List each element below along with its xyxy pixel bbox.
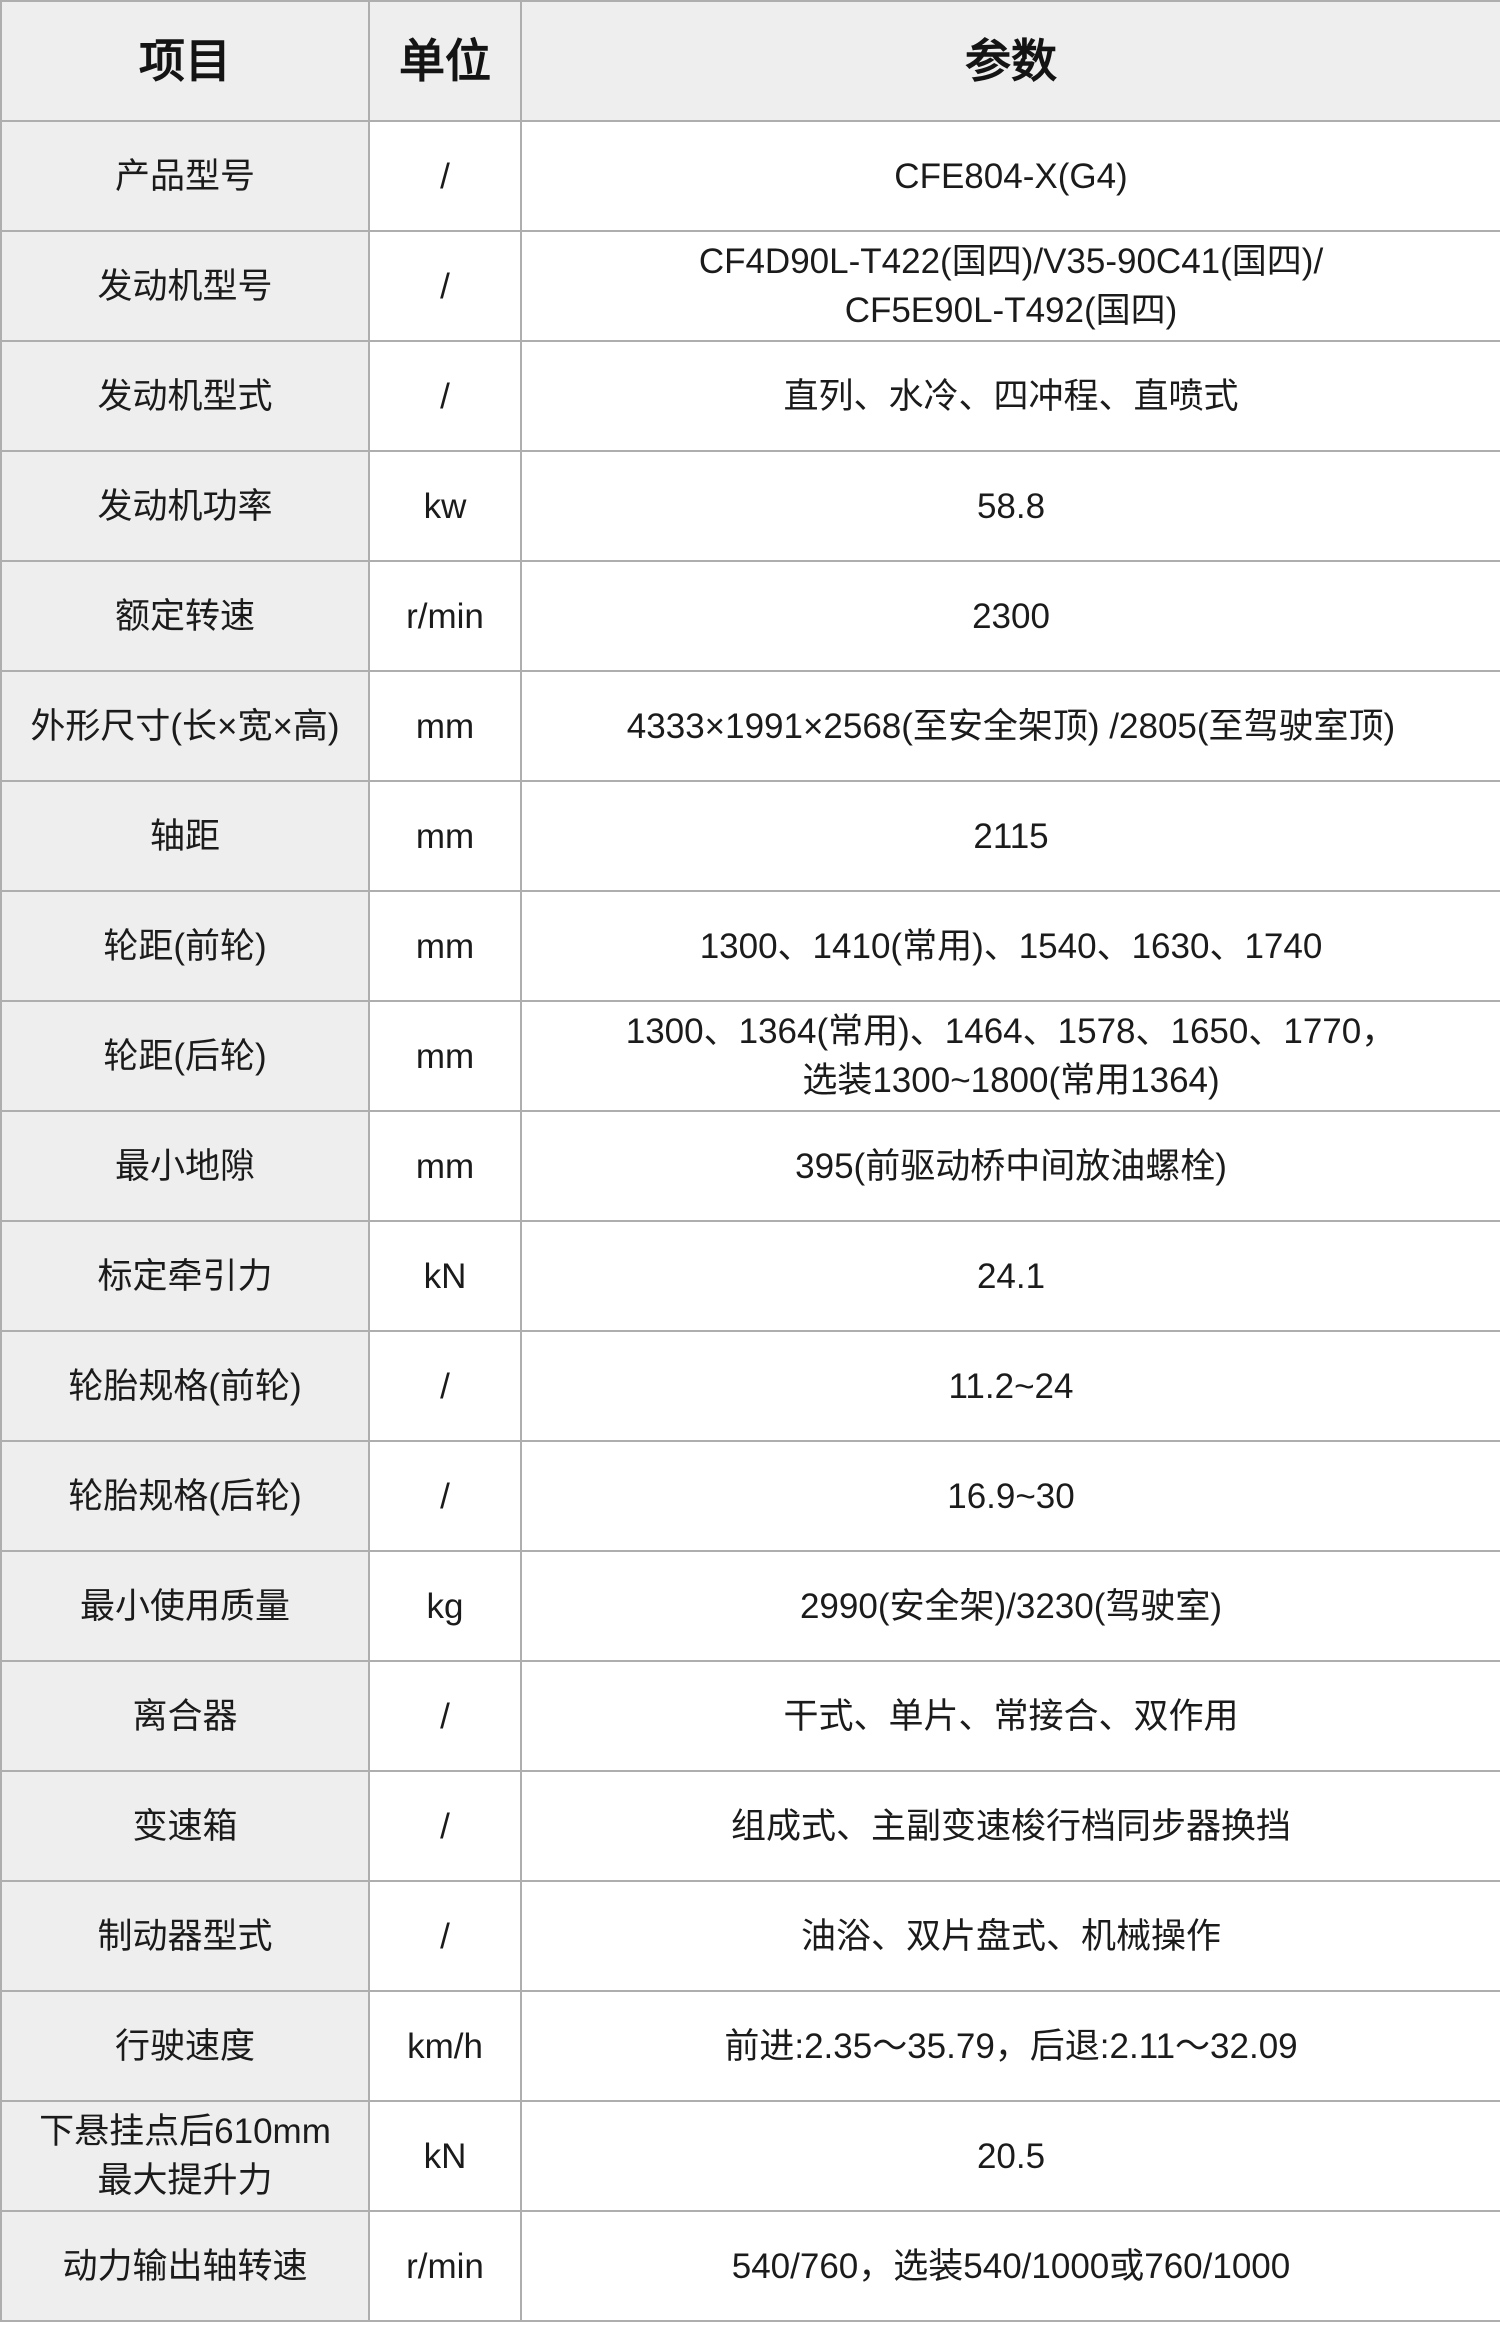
item-cell: 发动机功率 bbox=[0, 450, 370, 562]
unit-cell: mm bbox=[368, 890, 522, 1002]
item-cell: 轮胎规格(前轮) bbox=[0, 1330, 370, 1442]
item-cell: 外形尺寸(长×宽×高) bbox=[0, 670, 370, 782]
unit-cell: kN bbox=[368, 1220, 522, 1332]
param-cell: 11.2~24 bbox=[520, 1330, 1500, 1442]
param-cell: 2990(安全架)/3230(驾驶室) bbox=[520, 1550, 1500, 1662]
table-row-rear-track: 轮距(后轮) mm 1300、1364(常用)、1464、1578、1650、1… bbox=[0, 1000, 1500, 1112]
unit-cell: mm bbox=[368, 1110, 522, 1222]
param-cell: 20.5 bbox=[520, 2100, 1500, 2212]
param-cell: CF4D90L-T422(国四)/V35-90C41(国四)/ CF5E90L-… bbox=[520, 230, 1500, 342]
item-cell: 发动机型号 bbox=[0, 230, 370, 342]
unit-cell: / bbox=[368, 340, 522, 452]
column-header-param: 参数 bbox=[520, 0, 1500, 122]
header-row: 项目 单位 参数 bbox=[0, 0, 1500, 122]
param-cell: 540/760，选装540/1000或760/1000 bbox=[520, 2210, 1500, 2322]
unit-cell: kg bbox=[368, 1550, 522, 1662]
unit-cell: mm bbox=[368, 1000, 522, 1112]
item-cell: 最小使用质量 bbox=[0, 1550, 370, 1662]
table-row-max-lift-force: 下悬挂点后610mm 最大提升力 kN 20.5 bbox=[0, 2100, 1500, 2212]
param-cell: 前进:2.35～35.79，后退:2.11～32.09 bbox=[520, 1990, 1500, 2102]
unit-cell: / bbox=[368, 120, 522, 232]
unit-cell: / bbox=[368, 1440, 522, 1552]
table-row-engine-power: 发动机功率 kw 58.8 bbox=[0, 450, 1500, 562]
unit-cell: / bbox=[368, 1660, 522, 1772]
table-row-clutch: 离合器 / 干式、单片、常接合、双作用 bbox=[0, 1660, 1500, 1772]
table-row-ground-clearance: 最小地隙 mm 395(前驱动桥中间放油螺栓) bbox=[0, 1110, 1500, 1222]
item-cell: 轴距 bbox=[0, 780, 370, 892]
table-row-rear-tire: 轮胎规格(后轮) / 16.9~30 bbox=[0, 1440, 1500, 1552]
unit-cell: kw bbox=[368, 450, 522, 562]
table-row-brake-type: 制动器型式 / 油浴、双片盘式、机械操作 bbox=[0, 1880, 1500, 1992]
item-cell: 轮距(后轮) bbox=[0, 1000, 370, 1112]
param-cell: 组成式、主副变速梭行档同步器换挡 bbox=[520, 1770, 1500, 1882]
table-body: 产品型号 / CFE804-X(G4) 发动机型号 / CF4D90L-T422… bbox=[0, 120, 1500, 2322]
table-row-min-weight: 最小使用质量 kg 2990(安全架)/3230(驾驶室) bbox=[0, 1550, 1500, 1662]
table-row-gearbox: 变速箱 / 组成式、主副变速梭行档同步器换挡 bbox=[0, 1770, 1500, 1882]
table-row-product-model: 产品型号 / CFE804-X(G4) bbox=[0, 120, 1500, 232]
param-cell: 395(前驱动桥中间放油螺栓) bbox=[520, 1110, 1500, 1222]
item-cell: 发动机型式 bbox=[0, 340, 370, 452]
unit-cell: / bbox=[368, 230, 522, 342]
table-row-front-track: 轮距(前轮) mm 1300、1410(常用)、1540、1630、1740 bbox=[0, 890, 1500, 1002]
param-cell: 干式、单片、常接合、双作用 bbox=[520, 1660, 1500, 1772]
item-cell: 最小地隙 bbox=[0, 1110, 370, 1222]
table-row-rated-traction: 标定牵引力 kN 24.1 bbox=[0, 1220, 1500, 1332]
table-row-front-tire: 轮胎规格(前轮) / 11.2~24 bbox=[0, 1330, 1500, 1442]
param-cell: 4333×1991×2568(至安全架顶) /2805(至驾驶室顶) bbox=[520, 670, 1500, 782]
item-cell: 标定牵引力 bbox=[0, 1220, 370, 1332]
unit-cell: / bbox=[368, 1770, 522, 1882]
unit-cell: mm bbox=[368, 780, 522, 892]
param-cell: 24.1 bbox=[520, 1220, 1500, 1332]
param-cell: 1300、1364(常用)、1464、1578、1650、1770， 选装130… bbox=[520, 1000, 1500, 1112]
unit-cell: km/h bbox=[368, 1990, 522, 2102]
table-row-pto-speed: 动力输出轴转速 r/min 540/760，选装540/1000或760/100… bbox=[0, 2210, 1500, 2322]
item-cell: 变速箱 bbox=[0, 1770, 370, 1882]
table-row-engine-model: 发动机型号 / CF4D90L-T422(国四)/V35-90C41(国四)/ … bbox=[0, 230, 1500, 342]
unit-cell: r/min bbox=[368, 2210, 522, 2322]
table-row-wheelbase: 轴距 mm 2115 bbox=[0, 780, 1500, 892]
unit-cell: / bbox=[368, 1330, 522, 1442]
column-header-unit: 单位 bbox=[368, 0, 522, 122]
unit-cell: mm bbox=[368, 670, 522, 782]
param-cell: 58.8 bbox=[520, 450, 1500, 562]
table-row-rated-speed: 额定转速 r/min 2300 bbox=[0, 560, 1500, 672]
param-cell: 2300 bbox=[520, 560, 1500, 672]
table-row-engine-type: 发动机型式 / 直列、水冷、四冲程、直喷式 bbox=[0, 340, 1500, 452]
unit-cell: kN bbox=[368, 2100, 522, 2212]
item-cell: 产品型号 bbox=[0, 120, 370, 232]
param-cell: 1300、1410(常用)、1540、1630、1740 bbox=[520, 890, 1500, 1002]
unit-cell: r/min bbox=[368, 560, 522, 672]
table-header: 项目 单位 参数 bbox=[0, 0, 1500, 122]
param-cell: 直列、水冷、四冲程、直喷式 bbox=[520, 340, 1500, 452]
item-cell: 行驶速度 bbox=[0, 1990, 370, 2102]
item-cell: 离合器 bbox=[0, 1660, 370, 1772]
table-row-dimensions: 外形尺寸(长×宽×高) mm 4333×1991×2568(至安全架顶) /28… bbox=[0, 670, 1500, 782]
param-cell: 油浴、双片盘式、机械操作 bbox=[520, 1880, 1500, 1992]
table-row-travel-speed: 行驶速度 km/h 前进:2.35～35.79，后退:2.11～32.09 bbox=[0, 1990, 1500, 2102]
param-cell: CFE804-X(G4) bbox=[520, 120, 1500, 232]
item-cell: 下悬挂点后610mm 最大提升力 bbox=[0, 2100, 370, 2212]
unit-cell: / bbox=[368, 1880, 522, 1992]
item-cell: 轮距(前轮) bbox=[0, 890, 370, 1002]
item-cell: 动力输出轴转速 bbox=[0, 2210, 370, 2322]
item-cell: 额定转速 bbox=[0, 560, 370, 672]
param-cell: 16.9~30 bbox=[520, 1440, 1500, 1552]
item-cell: 轮胎规格(后轮) bbox=[0, 1440, 370, 1552]
item-cell: 制动器型式 bbox=[0, 1880, 370, 1992]
param-cell: 2115 bbox=[520, 780, 1500, 892]
column-header-item: 项目 bbox=[0, 0, 370, 122]
